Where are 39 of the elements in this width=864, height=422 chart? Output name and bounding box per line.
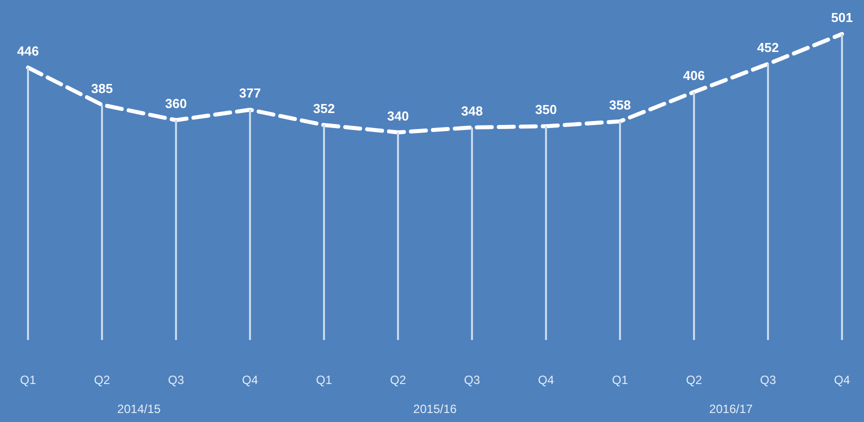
bar (249, 110, 251, 340)
bar (323, 125, 325, 340)
bar (767, 64, 769, 340)
bar (27, 68, 29, 340)
data-label: 360 (165, 96, 187, 112)
x-tick-label: Q4 (834, 373, 850, 387)
bar (693, 92, 695, 340)
text: 2014/15 (117, 402, 162, 416)
data-label: 350 (535, 102, 557, 118)
data-label: 406 (683, 68, 705, 84)
text: 2016/17 (709, 402, 754, 416)
data-label: 501 (831, 10, 853, 25)
x-tick-label: Q1 (612, 373, 628, 387)
bar (841, 34, 843, 340)
x-tick-label: Q1 (20, 373, 36, 387)
x-tick-label: Q2 (94, 373, 110, 387)
x-tick-label: Q1 (316, 373, 332, 387)
data-label: 348 (461, 103, 483, 118)
text: 2015/16 (413, 402, 458, 416)
data-label: 352 (313, 101, 335, 116)
data-label: 358 (609, 97, 631, 112)
bar (545, 126, 547, 340)
x-tick-label: Q4 (538, 373, 554, 387)
data-label: 377 (239, 86, 261, 101)
x-tick-label: Q3 (464, 373, 480, 387)
bar (397, 132, 399, 340)
bar (101, 104, 103, 340)
bar (619, 121, 621, 340)
data-label: 340 (387, 108, 409, 124)
bar (175, 120, 177, 340)
data-label: 385 (91, 80, 113, 96)
x-tick-label: Q2 (686, 373, 702, 387)
data-label: 446 (17, 44, 39, 59)
x-tick-label: Q4 (242, 373, 258, 387)
x-tick-label: Q3 (760, 373, 776, 387)
x-tick-label: Q2 (390, 373, 406, 387)
bar (471, 127, 473, 340)
x-tick-label: Q3 (168, 373, 184, 387)
data-label: 452 (757, 40, 779, 55)
